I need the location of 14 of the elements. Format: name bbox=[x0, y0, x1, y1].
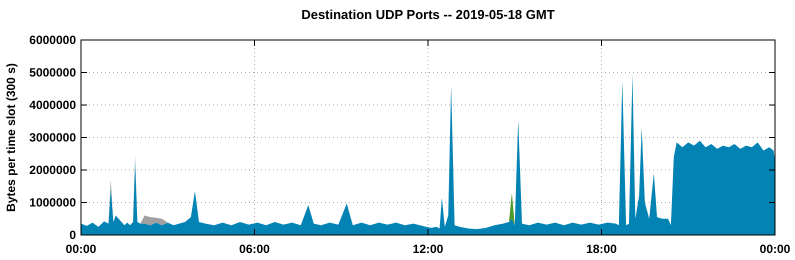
y-tick-label: 3000000 bbox=[29, 130, 76, 144]
y-tick-label: 1000000 bbox=[29, 196, 76, 210]
x-tick-label: 12:00 bbox=[412, 242, 444, 256]
x-tick-label: 06:00 bbox=[239, 242, 270, 256]
x-tick-label: 00:00 bbox=[66, 242, 97, 256]
y-tick-label: 2000000 bbox=[29, 163, 76, 177]
y-axis-title: Bytes per time slot (300 s) bbox=[4, 63, 18, 212]
y-tick-label: 4000000 bbox=[29, 98, 76, 112]
x-tick-label: 00:00 bbox=[760, 242, 791, 256]
y-tick-label: 0 bbox=[69, 228, 76, 242]
x-tick-label: 18:00 bbox=[586, 242, 618, 256]
chart-title: Destination UDP Ports -- 2019-05-18 GMT bbox=[301, 7, 555, 22]
y-tick-label: 5000000 bbox=[29, 66, 76, 80]
y-tick-label: 6000000 bbox=[29, 33, 76, 47]
